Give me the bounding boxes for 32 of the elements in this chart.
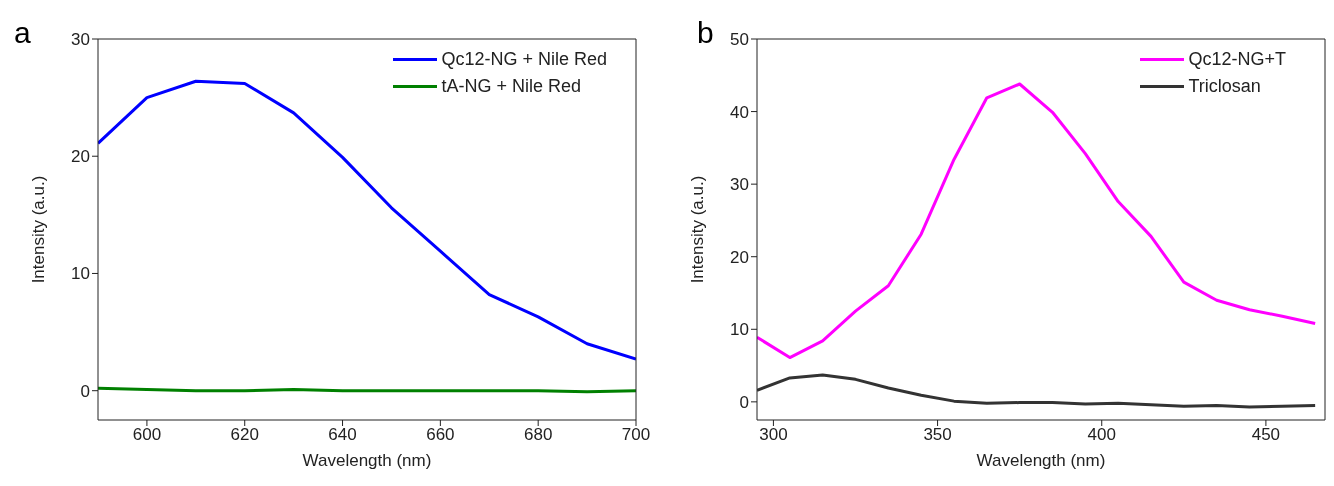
x-tick-label: 620	[230, 425, 259, 445]
x-tick-label: 300	[759, 425, 788, 445]
y-tick-label: 0	[80, 381, 90, 401]
y-tick-label: 30	[730, 175, 749, 195]
y-tick-label: 30	[71, 30, 90, 50]
y-tick-label: 0	[739, 392, 749, 412]
x-tick-label: 400	[1087, 425, 1116, 445]
text: b	[697, 16, 714, 50]
y-tick-label: 20	[730, 247, 749, 267]
y-tick-label: 10	[71, 264, 90, 284]
line-series	[98, 79, 636, 361]
x-tick-label: 660	[426, 425, 455, 445]
x-axis-title: Wavelength (nm)	[976, 451, 1106, 470]
legend-label: tA-NG + Nile Red	[441, 75, 581, 98]
x-tick-label: 700	[621, 425, 651, 445]
x-tick-label: 350	[923, 425, 952, 445]
x-tick-label: 450	[1251, 425, 1281, 445]
legend-label: Qc12-NG + Nile Red	[441, 48, 607, 71]
x-tick-label: 640	[328, 425, 357, 445]
x-axis-title: Wavelength (nm)	[302, 451, 432, 470]
legend-label: Triclosan	[1188, 75, 1261, 98]
y-tick-label: 50	[730, 30, 749, 50]
x-tick-label: 680	[523, 425, 553, 445]
y-tick-label: 40	[730, 102, 749, 122]
x-tick-label: 600	[132, 425, 162, 445]
y-axis-title: Intensity (a.u.)	[29, 175, 49, 284]
y-tick-label: 20	[71, 147, 90, 167]
y-tick-label: 10	[730, 320, 749, 340]
line-series	[757, 373, 1317, 409]
y-axis-title: Intensity (a.u.)	[688, 175, 708, 284]
legend-label: Qc12-NG+T	[1188, 48, 1286, 71]
text: a	[14, 16, 31, 50]
